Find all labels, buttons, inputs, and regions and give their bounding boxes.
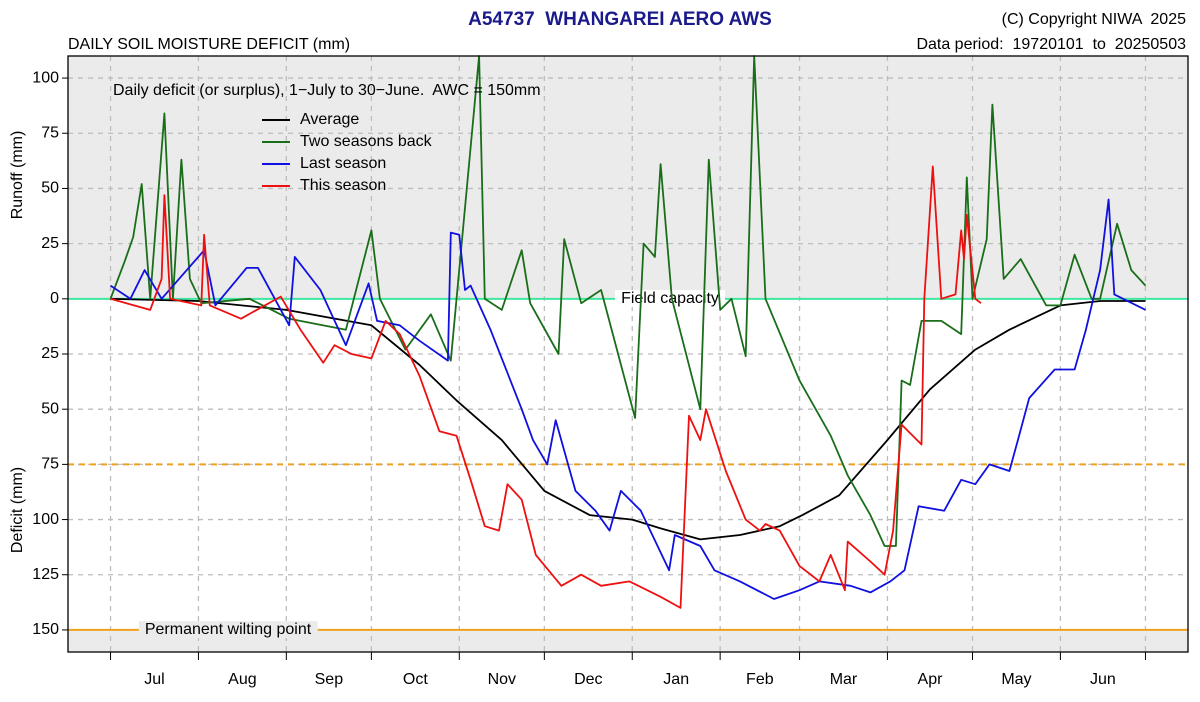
y-axis-title: Deficit (mm) — [9, 467, 26, 553]
y-tick-label: 75 — [41, 456, 59, 473]
legend-label: Last season — [300, 155, 386, 172]
shade — [68, 56, 1188, 299]
series-line — [110, 297, 1146, 541]
reference-label: Permanent wilting point — [145, 621, 312, 638]
x-tick-label: Jul — [144, 671, 164, 688]
x-tick-label: Sep — [315, 671, 344, 688]
reference-label: Field capacity — [621, 290, 719, 307]
chart-title: A54737 WHANGAREI AERO AWS — [468, 9, 772, 30]
y-tick-label: 100 — [32, 69, 59, 86]
y-tick-label: 25 — [41, 345, 59, 362]
y-tick-label: 100 — [32, 511, 59, 528]
x-tick-label: Nov — [488, 671, 516, 688]
series-line — [109, 55, 1147, 547]
y-tick-label: 125 — [32, 566, 59, 583]
x-tick-label: Jun — [1090, 671, 1116, 688]
y-tick-label: 50 — [41, 400, 59, 417]
subtitle: DAILY SOIL MOISTURE DEFICIT (mm) — [68, 36, 350, 53]
legend-label: Two seasons back — [300, 133, 433, 150]
x-tick-label: Mar — [830, 671, 858, 688]
annotation: Daily deficit (or surplus), 1−July to 30… — [113, 82, 541, 99]
series-line — [110, 198, 1146, 600]
plot-frame — [67, 55, 1189, 653]
label-bg — [615, 290, 725, 308]
x-tick-label: Apr — [918, 671, 944, 688]
y-tick-label: 25 — [41, 235, 59, 252]
label-bg — [138, 621, 318, 639]
y-axis-title: Runoff (mm) — [9, 131, 26, 220]
data-period: Data period: 19720101 to 20250503 — [916, 36, 1186, 53]
legend-label: Average — [300, 111, 359, 128]
x-tick-label: May — [1001, 671, 1031, 688]
series-line — [110, 165, 982, 609]
legend-label: This season — [300, 177, 386, 194]
x-tick-label: Oct — [403, 671, 428, 688]
y-tick-label: 0 — [50, 290, 59, 307]
y-tick-label: 50 — [41, 180, 59, 197]
x-tick-label: Dec — [574, 671, 602, 688]
x-tick-label: Jan — [663, 671, 689, 688]
x-tick-label: Feb — [746, 671, 774, 688]
copyright: (C) Copyright NIWA 2025 — [1002, 11, 1186, 28]
x-tick-label: Aug — [228, 671, 256, 688]
y-tick-label: 75 — [41, 124, 59, 141]
shade — [68, 629, 1188, 652]
y-tick-label: 150 — [32, 621, 59, 638]
